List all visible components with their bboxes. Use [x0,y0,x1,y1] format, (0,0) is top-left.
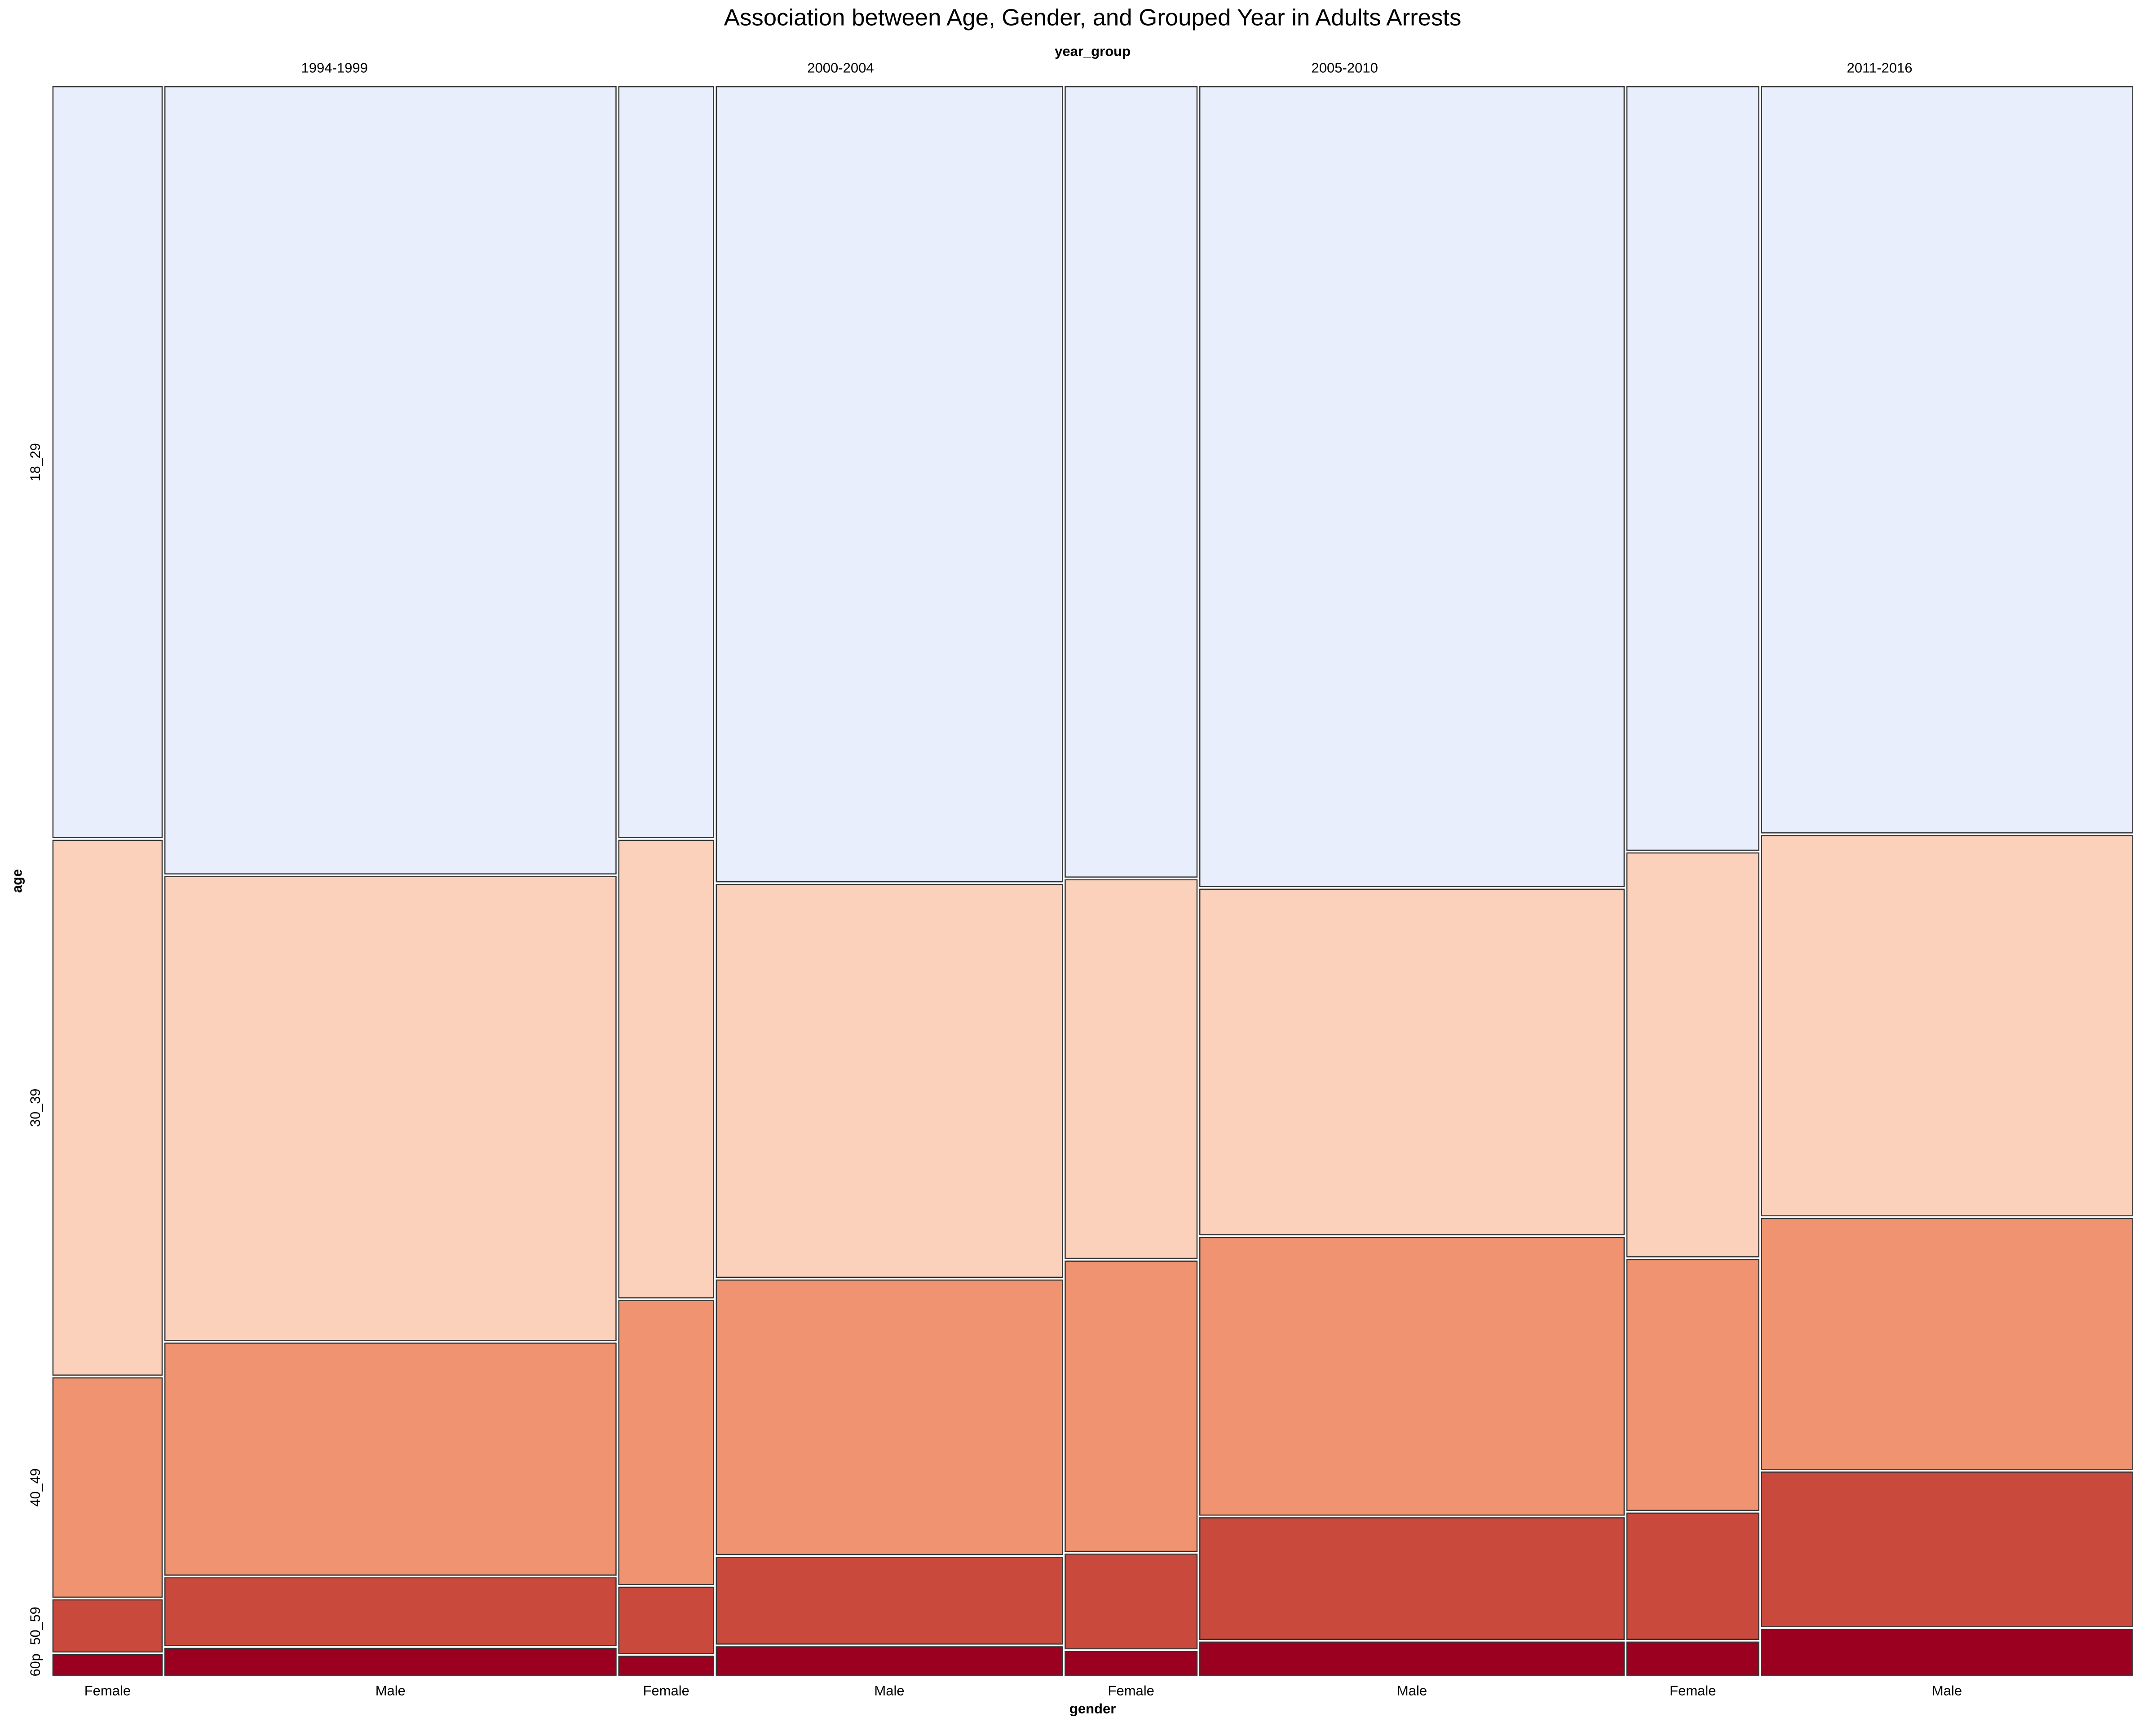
x-axis-title: gender [1069,1701,1116,1717]
y-tick-label: 40_49 [27,1468,43,1506]
mosaic-tile [164,1577,617,1647]
mosaic-tile [1199,888,1625,1236]
chart-title: Association between Age, Gender, and Gro… [724,5,1462,31]
mosaic-tile [52,86,163,839]
mosaic-tile [1761,1629,2133,1676]
x-tick-label: Female [1670,1683,1716,1699]
mosaic-tile [716,884,1063,1278]
mosaic-tile [618,1656,714,1676]
mosaic-tile [716,1556,1063,1645]
mosaic-tile [1199,1237,1625,1516]
mosaic-tile [52,1377,163,1598]
mosaic-tile [1199,1641,1625,1676]
x-tick-label: Male [874,1683,904,1699]
mosaic-tile [52,1654,163,1676]
x-tick-label: Female [1108,1683,1154,1699]
x-tick-label: Female [84,1683,131,1699]
mosaic-tile [1065,1260,1198,1552]
y-tick-label: 18_29 [27,443,43,481]
top-tick-label: 2000-2004 [807,60,874,75]
mosaic-tile [618,839,714,1299]
mosaic-tile [716,1279,1063,1555]
mosaic-tile [1626,1641,1759,1676]
mosaic-tile [1065,879,1198,1259]
mosaic-tile [1761,835,2133,1217]
mosaic-tile [1626,1259,1759,1511]
mosaic-tile [1199,86,1625,887]
x-tick-label: Male [376,1683,406,1699]
y-tick-label: 60p [27,1653,43,1676]
mosaic-tile [164,1647,617,1676]
y-tick-label: 30_39 [27,1089,43,1127]
mosaic-tile [618,1586,714,1654]
y-axis-title: age [9,869,25,893]
mosaic-tile [1199,1517,1625,1640]
mosaic-tile [716,86,1063,883]
mosaic-tile [618,1300,714,1585]
x-tick-label: Male [1932,1683,1962,1699]
mosaic-tile [1761,1218,2133,1470]
top-axis-title: year_group [1055,44,1131,59]
y-tick-label: 50_59 [27,1607,43,1645]
mosaic-tile [52,839,163,1376]
mosaic-tile [1065,1553,1198,1650]
mosaic-tile [716,1646,1063,1676]
mosaic-tile [164,876,617,1341]
mosaic-tile [1065,86,1198,878]
mosaic-tile [164,1343,617,1576]
top-tick-label: 1994-1999 [301,60,368,75]
mosaic-tile [1761,1471,2133,1627]
top-tick-label: 2011-2016 [1847,60,1913,75]
mosaic-tile [1761,86,2133,834]
mosaic-tile [1065,1651,1198,1676]
mosaic-tile [1626,86,1759,851]
x-tick-label: Female [643,1683,689,1699]
mosaic-tile [1626,852,1759,1258]
top-tick-label: 2005-2010 [1312,60,1378,75]
mosaic-tile [52,1599,163,1653]
x-tick-label: Male [1397,1683,1427,1699]
mosaic-tile [164,86,617,875]
mosaic-tile [618,86,714,839]
mosaic-tile [1626,1512,1759,1640]
